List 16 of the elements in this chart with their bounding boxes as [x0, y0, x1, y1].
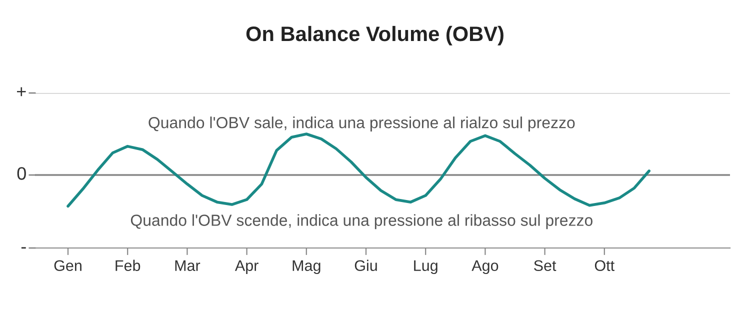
x-tick-label: Set	[534, 260, 556, 272]
chart-title: On Balance Volume (OBV)	[246, 26, 504, 46]
x-tick-label: Apr	[234, 260, 258, 274]
x-tick-label: Feb	[116, 260, 140, 272]
text: 0	[17, 167, 26, 180]
x-tick-label: Ott	[594, 260, 614, 272]
x-tick-label: Gen	[54, 260, 82, 272]
text: +	[16, 87, 26, 96]
text: Quando l'OBV scende, indica una pressione al ribasso sul prezzo	[130, 214, 592, 230]
text: Quando l'OBV sale, indica una pressione al rialzo sul prezzo	[148, 116, 575, 132]
x-tick-label: Ago	[472, 260, 498, 274]
text: -	[21, 247, 26, 249]
x-tick-label: Mar	[175, 260, 200, 272]
x-tick-label: Mag	[292, 260, 320, 274]
x-tick-label: Lug	[414, 260, 438, 274]
x-tick-label: Giu	[354, 260, 377, 272]
